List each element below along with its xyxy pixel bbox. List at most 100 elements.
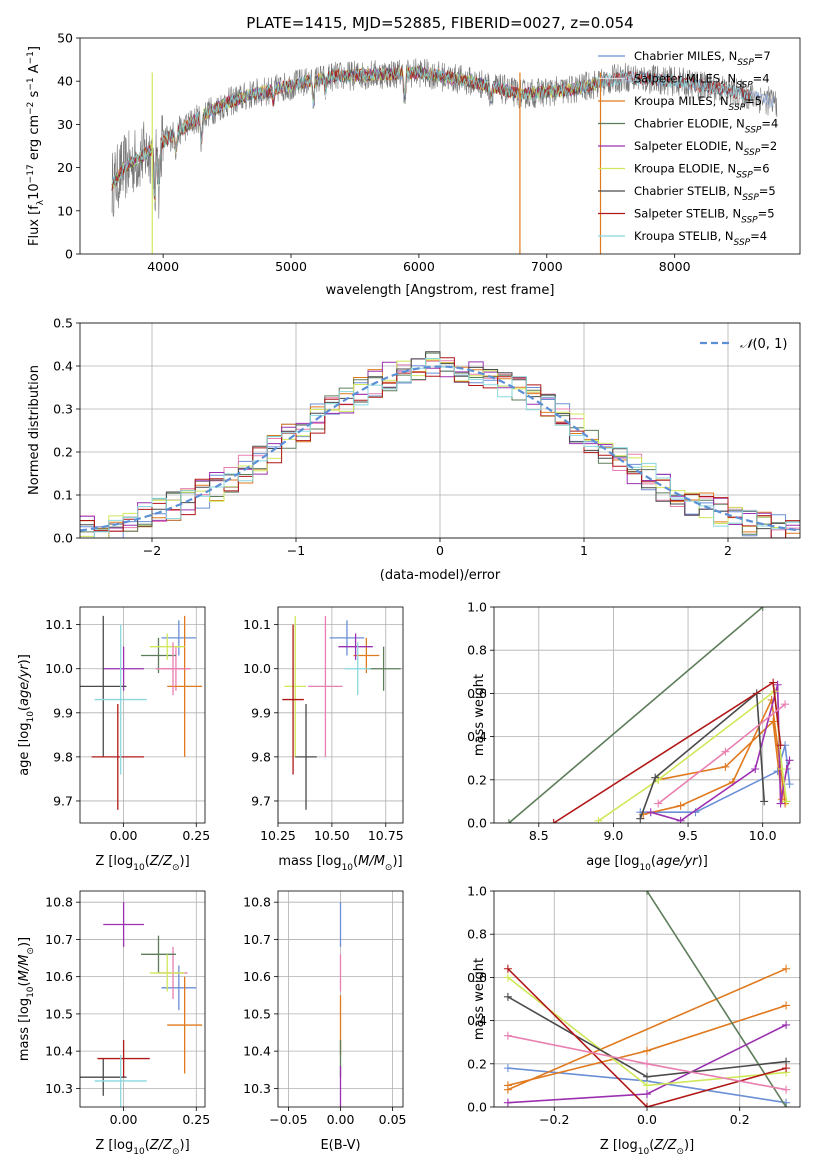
x-axis-label-part: )]: [392, 854, 402, 869]
x-tick-label: 0.25: [182, 828, 210, 843]
model-fit-line: [111, 66, 775, 198]
y-axis-label-part: Flux [f: [27, 205, 42, 246]
x-tick-label: 6000: [403, 259, 435, 274]
weight-point-marker: [676, 816, 685, 823]
y-tick-label: 9.9: [251, 705, 271, 720]
model-fit-line: [111, 65, 775, 198]
x-axis-label-part: )]: [698, 854, 708, 869]
legend-entry-part: SSP: [741, 216, 758, 226]
x-tick-label: 10.25: [260, 828, 296, 843]
weight-point-marker: [769, 717, 778, 726]
legend-entry-part: =4: [761, 117, 778, 131]
y-axis-label-part: ⊙: [26, 947, 36, 955]
x-axis-label-part: (: [145, 854, 150, 869]
y-axis-label-part: mass weight: [472, 674, 487, 756]
y-tick-label: 10.6: [45, 969, 73, 984]
legend-entry: Kroupa ELODIE, NSSP=6: [634, 162, 770, 181]
y-tick-label: 10.5: [45, 1006, 73, 1021]
x-tick-label: −0.05: [269, 1112, 307, 1127]
x-axis-label-part: )]: [180, 854, 190, 869]
legend-entry-part: Kroupa MILES, N: [634, 94, 729, 108]
x-axis-label-part: )]: [180, 1138, 190, 1153]
y-tick-label: 10.7: [243, 932, 271, 947]
y-axis-label-part: 10: [26, 711, 36, 723]
weight-series-line: [646, 891, 787, 1107]
weight-point-marker: [782, 1064, 791, 1073]
x-axis-label-part: wavelength [Angstrom, rest frame]: [326, 283, 555, 298]
weight-point-marker: [785, 780, 794, 789]
x-tick-label: 10.75: [368, 828, 404, 843]
weight-point-marker: [503, 1064, 512, 1073]
legend-entry: 𝒩(0, 1): [740, 337, 787, 352]
plot-area: [504, 607, 794, 823]
y-tick-label: 1.0: [467, 884, 487, 899]
y-axis-label: mass weight: [472, 958, 487, 1040]
y-tick-label: 10.4: [243, 1044, 271, 1059]
weight-point-marker: [676, 801, 685, 810]
legend-entry: Salpeter ELODIE, NSSP=2: [634, 139, 777, 158]
x-axis-label-part: ⊙: [172, 863, 180, 873]
axes-frame: [79, 890, 206, 1108]
y-tick-label: 10.1: [45, 617, 73, 632]
y-tick-label: 0: [65, 247, 73, 262]
x-tick-label: 0.00: [110, 1112, 138, 1127]
x-axis-label-part: Z [log: [95, 1138, 133, 1153]
x-tick-label: −1: [287, 543, 305, 558]
y-tick-label: 0.4: [467, 1013, 487, 1028]
weight-point-marker: [651, 773, 660, 782]
legend-entry-part: Salpeter MILES, N: [634, 72, 736, 86]
y-axis-label-part: λ: [36, 199, 46, 205]
x-axis-label: E(B-V): [320, 1138, 360, 1153]
x-axis-label-part: age/yr: [656, 854, 699, 869]
y-axis-label-part: A: [27, 64, 42, 77]
x-axis-label: (data-model)/error: [380, 568, 501, 583]
x-axis-label: wavelength [Angstrom, rest frame]: [326, 283, 555, 298]
plot-area: [80, 902, 203, 1107]
legend-entry-part: SSP: [742, 193, 759, 203]
axes-frame: [277, 606, 404, 824]
legend-entry-part: =5: [745, 94, 762, 108]
x-tick-label: 9.5: [678, 828, 698, 843]
y-tick-label: 0.0: [467, 816, 487, 831]
x-axis-label-part: Z/Z: [149, 854, 173, 869]
weight-point-marker: [773, 680, 782, 689]
weight-point-marker: [782, 1020, 791, 1029]
y-tick-label: 20: [57, 160, 73, 175]
y-tick-label: 40: [57, 74, 73, 89]
weight-point-marker: [643, 1046, 651, 1055]
legend-entry: Salpeter MILES, NSSP=4: [634, 72, 770, 91]
axes-frame: [493, 890, 801, 1108]
y-axis-label: Flux [fλ10−17 erg cm−2 s−1 A−1]: [26, 46, 46, 246]
weight-point-marker: [782, 964, 791, 973]
y-tick-label: 9.8: [251, 749, 271, 764]
x-axis-label-part: (: [649, 1138, 654, 1153]
weight-point-marker: [782, 1085, 791, 1094]
x-axis-label: mass [log10(M/M⊙)]: [278, 854, 402, 873]
y-tick-label: 10.0: [243, 661, 271, 676]
weight-point-marker: [503, 1081, 512, 1090]
y-tick-label: 0.6: [467, 686, 487, 701]
spectrum-panel: 4000 5000 6000 7000 8000 0 10 20 30 40 50 Chabrier …: [26, 31, 801, 298]
x-tick-label: 0.00: [110, 828, 138, 843]
weight-point-marker: [654, 799, 663, 808]
legend-entry-part: =6: [753, 162, 770, 176]
model-fit-line: [111, 66, 752, 201]
plot-area: [282, 615, 401, 810]
weight-point-marker: [643, 1081, 651, 1090]
legend-entry-part: SSP: [737, 58, 754, 68]
x-axis-label: Z [log10(Z/Z⊙)]: [95, 1138, 189, 1157]
x-axis-label-part: M/M: [358, 854, 385, 869]
x-tick-label: 0.2: [730, 1112, 750, 1127]
weight-point-marker: [782, 1001, 791, 1010]
legend-entry-part: =7: [754, 49, 771, 63]
x-axis-label-part: 10: [133, 1147, 145, 1157]
weight-point-marker: [778, 765, 787, 773]
legend-entry-part: =4: [750, 229, 767, 243]
y-tick-label: 10.7: [45, 932, 73, 947]
y-axis-label-part: (: [17, 981, 32, 986]
legend-entry-part: SSP: [729, 103, 746, 113]
weight-point-marker: [594, 816, 603, 823]
model-fit-line: [111, 65, 752, 197]
legend-entry-part: =5: [758, 207, 775, 221]
